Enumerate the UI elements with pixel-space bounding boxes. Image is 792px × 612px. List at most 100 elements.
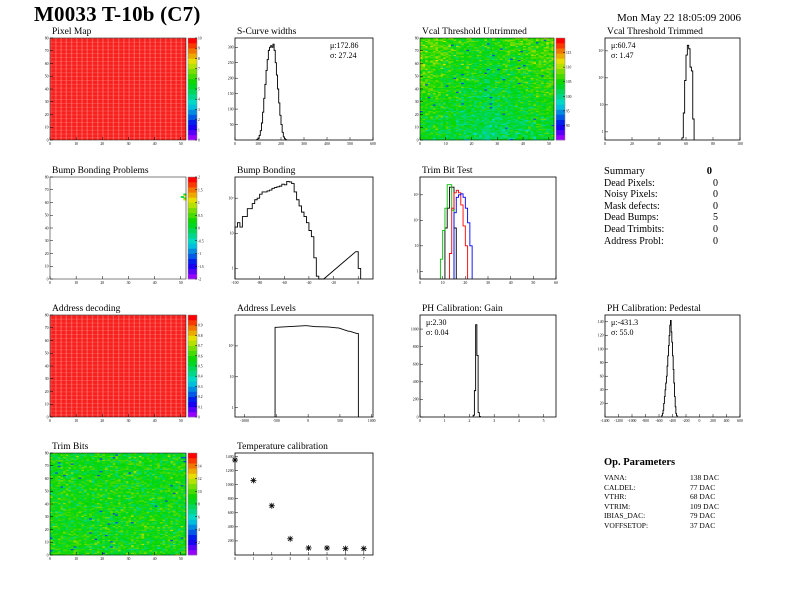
heatmap-cell [443,63,447,66]
heatmap-cell [448,39,452,41]
heatmap-cell [425,134,429,137]
heatmap-cell [510,127,514,129]
heatmap-cell [440,108,444,110]
heatmap-cell [466,124,470,127]
y-tick-label: 60 [45,339,49,343]
heatmap-cell [474,58,477,60]
heatmap-cell [530,85,534,87]
heatmap-cell [440,111,444,114]
heatmap-cell [528,82,532,85]
heatmap-cell [55,487,59,489]
heatmap-cell [551,86,555,89]
heatmap-cell [497,57,501,59]
heatmap-cell [425,123,429,125]
heatmap-cell [440,64,444,67]
heatmap-cell [476,77,480,80]
heatmap-cell [533,129,537,132]
heatmap-cell [520,127,524,129]
heatmap-cell [535,99,539,101]
heatmap-gridline [50,353,186,355]
heatmap-cell [438,108,441,110]
heatmap-cell [438,40,441,43]
heatmap-cell [520,134,524,137]
heatmap-cell [50,540,53,543]
heatmap-cell [55,509,59,511]
heatmap-cell [538,40,542,43]
heatmap-cell [515,52,519,54]
heatmap-cell [528,53,532,55]
heatmap-cell [461,115,465,118]
heatmap-cell [492,68,496,71]
heatmap-cell [517,101,521,104]
heatmap-cell [468,108,472,110]
heatmap-cell [461,103,465,105]
heatmap-cell [55,465,59,468]
heatmap-cell [479,138,483,141]
heatmap-cell [422,73,426,76]
heatmap-cell [432,120,436,123]
heatmap-cell [543,118,547,120]
heatmap-cell [551,76,555,78]
heatmap-cell [422,111,426,114]
heatmap-cell [543,138,547,141]
heatmap-cell [533,108,537,110]
heatmap-cell [438,80,441,82]
heatmap-cell [520,92,524,95]
heatmap-cell [523,68,526,71]
heatmap-cell [535,40,539,43]
heatmap-cell [435,114,439,117]
heatmap-cell [481,82,485,85]
heatmap-cell [445,44,449,46]
heatmap-cell [50,539,53,542]
heatmap-gridline [170,315,172,417]
heatmap-cell [517,90,521,92]
heatmap-cell [55,543,59,546]
heatmap-cell [481,106,485,109]
heatmap-cell [471,127,475,129]
heatmap-cell [499,115,503,118]
heatmap-cell [487,114,490,117]
heatmap-cell [422,74,426,77]
heatmap-cell [510,55,514,58]
heatmap-cell [52,479,56,482]
heatmap-cell [180,196,184,198]
heatmap-gridline [144,315,146,417]
heatmap-cell [502,83,506,86]
heatmap-cell [538,43,542,45]
heatmap-cell [507,100,511,103]
heatmap-gridline [50,125,186,127]
heatmap-cell [55,455,59,458]
heatmap-cell [55,511,59,514]
heatmap-cell [481,40,485,43]
heatmap-cell [453,38,457,40]
heatmap-cell [497,99,501,101]
heatmap-cell [492,123,496,125]
heatmap-cell [512,105,516,108]
heatmap-cell [55,459,59,461]
heatmap-cell [425,133,429,136]
heatmap-cell [499,83,503,86]
heatmap-cell [440,77,444,80]
heatmap-cell [55,500,59,502]
heatmap-cell [499,46,503,49]
heatmap-cell [52,546,56,548]
heatmap-gridline [91,38,94,140]
heatmap-cell [551,59,555,62]
heatmap-cell [543,137,547,140]
heatmap-cell [515,83,519,86]
heatmap-cell [520,131,524,133]
heatmap-cell [502,99,506,101]
heatmap-cell [420,72,423,74]
heatmap-cell [453,74,457,77]
heatmap-cell [543,39,547,41]
heatmap-cell [541,129,544,132]
heatmap-cell [438,125,441,128]
heatmap-cell [515,85,519,87]
heatmap-cell [468,117,472,119]
colorbar-segment [556,94,565,100]
heatmap-cell [523,99,526,101]
heatmap-cell [505,43,508,45]
heatmap-cell [468,97,472,100]
heatmap-cell [445,41,449,44]
heatmap-cell [463,101,467,104]
